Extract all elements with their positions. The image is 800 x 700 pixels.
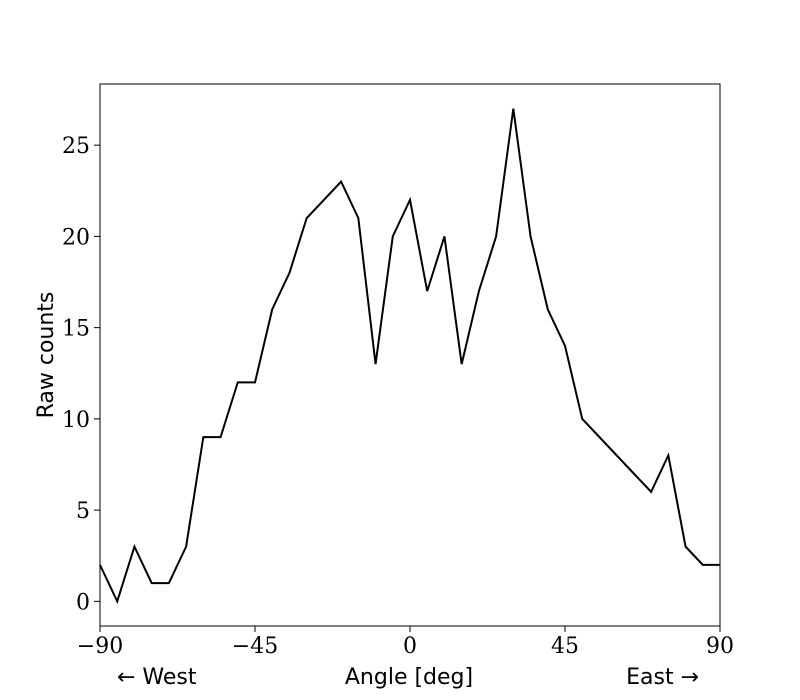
axis-ticks: −90 −45 0 45 90 0 5 10 15 20 25 [62,134,734,659]
west-annotation: ← West [117,665,197,690]
axis-labels: Raw counts Angle [deg] ← West East → [34,292,699,690]
x-tick-label: 0 [403,634,417,659]
x-tick-label: 45 [551,634,579,659]
x-tick-label: −45 [232,634,278,659]
plot-area [99,83,721,627]
y-tick-label: 15 [62,317,90,342]
series-line-0 [99,108,720,605]
x-tick-label: −90 [77,634,123,659]
y-tick-label: 0 [76,590,90,615]
plot-frame [99,83,721,627]
y-tick-label: 25 [62,134,90,159]
y-tick-label: 20 [62,225,90,250]
y-tick-label: 10 [62,408,90,433]
x-tick-label: 90 [706,634,734,659]
y-axis-label: Raw counts [34,292,59,419]
east-annotation: East → [626,665,699,690]
x-axis-label: Angle [deg] [345,665,473,690]
y-tick-label: 5 [76,499,90,524]
